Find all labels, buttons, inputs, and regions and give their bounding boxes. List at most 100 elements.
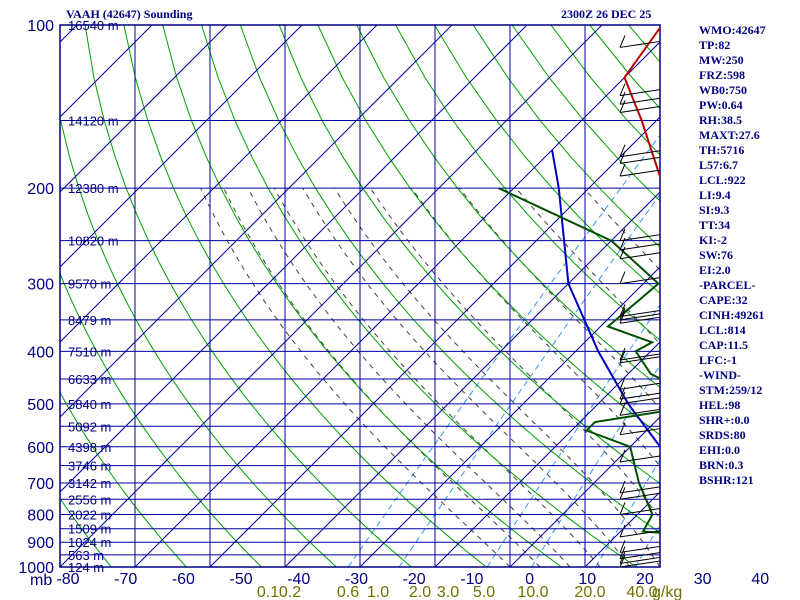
chart-title: VAAH (42647) Sounding bbox=[66, 7, 193, 21]
wind-barb-flag bbox=[619, 403, 626, 416]
wind-barb bbox=[619, 403, 661, 416]
height-labels: 16540 m 14120 m 12380 m 10820 m 9570 m 8479 m… bbox=[68, 18, 119, 575]
wind-barb-flag bbox=[619, 350, 626, 363]
wind-barb-staff bbox=[619, 105, 661, 113]
wind-barb-flag bbox=[619, 237, 626, 251]
wind-barb-staff bbox=[619, 243, 661, 251]
wind-barb-flag bbox=[619, 144, 626, 157]
stat-item: HEL:98 bbox=[699, 398, 741, 412]
pressure-tick-label: 700 bbox=[27, 476, 54, 493]
wind-barb-staff bbox=[619, 150, 661, 158]
wind-barb bbox=[619, 100, 661, 113]
wind-barb bbox=[619, 83, 661, 97]
wind-barb-flag bbox=[619, 386, 626, 400]
stat-item: EHI:0.0 bbox=[699, 443, 741, 457]
moist-adiabat bbox=[273, 187, 601, 567]
wind-barb bbox=[619, 271, 661, 285]
isotherm bbox=[434, 341, 660, 567]
moist-adiabat bbox=[459, 187, 660, 410]
wind-barb-staff bbox=[619, 545, 661, 553]
wind-barb-staff bbox=[619, 313, 661, 321]
wind-barb bbox=[619, 311, 661, 324]
temperature-tick-label: 0 bbox=[525, 571, 534, 588]
height-label: 1509 m bbox=[68, 522, 111, 537]
isotherm bbox=[60, 25, 153, 118]
wind-barb-staff bbox=[619, 455, 661, 463]
wind-barb-staff bbox=[619, 560, 661, 568]
pressure-tick-label: 400 bbox=[27, 344, 54, 361]
stat-item: RH:38.5 bbox=[699, 113, 742, 127]
mixing-ratio-label: 5.0 bbox=[473, 584, 495, 600]
wind-barb-staff bbox=[619, 156, 661, 164]
plot-border bbox=[59, 24, 661, 568]
stat-item: SRDS:80 bbox=[699, 428, 746, 442]
mixing-ratio-unit-label: g/kg bbox=[652, 584, 682, 600]
wind-barb-staff bbox=[619, 552, 661, 560]
mixing-ratio-line bbox=[347, 134, 660, 567]
stat-item: CINH:49261 bbox=[699, 308, 765, 322]
wind-barb bbox=[619, 163, 661, 177]
pressure-tick-label: 800 bbox=[27, 507, 54, 524]
sounding-profiles bbox=[498, 26, 660, 534]
temperature-tick-label: 20 bbox=[636, 571, 654, 588]
stat-item: -WIND- bbox=[699, 368, 741, 382]
wind-barb-staff bbox=[619, 316, 661, 324]
moist-adiabat bbox=[302, 187, 631, 567]
stat-item: PW:0.64 bbox=[699, 98, 743, 112]
pressure-tick-label: 200 bbox=[27, 181, 54, 198]
wind-barb bbox=[619, 246, 661, 260]
height-label: 124 m bbox=[68, 560, 104, 575]
temperature-tick-label: -20 bbox=[403, 571, 426, 588]
isotherm bbox=[0, 25, 2, 567]
isotherm bbox=[60, 25, 528, 493]
dry-adiabat bbox=[123, 25, 487, 567]
wind-barb-staff bbox=[619, 277, 661, 285]
height-label: 9570 m bbox=[68, 277, 111, 292]
stat-item: LI:9.4 bbox=[699, 188, 731, 202]
temperature-tick-label: -10 bbox=[460, 571, 483, 588]
wind-barb-flag bbox=[619, 35, 626, 48]
plot-frame bbox=[59, 24, 661, 568]
dry-adiabat bbox=[201, 25, 637, 567]
isotherm bbox=[60, 25, 378, 343]
wind-barb-staff bbox=[619, 492, 661, 500]
mixing-ratio-line bbox=[531, 364, 660, 567]
moist-adiabat bbox=[334, 187, 660, 567]
wind-barb-flag bbox=[619, 540, 626, 553]
wind-barb bbox=[619, 524, 661, 538]
pressure-tick-label: 900 bbox=[27, 535, 54, 552]
temperature-tick-label: 40 bbox=[751, 571, 769, 588]
temperature-tick-label: -60 bbox=[172, 571, 195, 588]
wind-barb bbox=[619, 487, 661, 500]
stat-item: WMO:42647 bbox=[699, 23, 766, 37]
wind-barb bbox=[619, 391, 661, 405]
dry-adiabats bbox=[60, 25, 660, 567]
height-label: 1024 m bbox=[68, 535, 111, 550]
height-label: 2556 m bbox=[68, 492, 111, 507]
mixing-ratio-label: 2.0 bbox=[409, 584, 431, 600]
wind-barb-staff bbox=[619, 234, 661, 242]
wind-barb-staff bbox=[619, 356, 661, 364]
mixing-ratio-line bbox=[398, 193, 660, 567]
height-label: 5840 m bbox=[68, 397, 111, 412]
wind-barb-staff bbox=[619, 169, 661, 177]
isotherm bbox=[60, 25, 303, 268]
stat-item: CAPE:32 bbox=[699, 293, 748, 307]
temperature-tick-label: 30 bbox=[694, 571, 712, 588]
wind-barb bbox=[619, 151, 661, 164]
wind-barb bbox=[619, 307, 661, 321]
stat-item: TT:34 bbox=[699, 218, 731, 232]
wind-barb-flag bbox=[619, 271, 626, 284]
wind-barb bbox=[619, 449, 661, 463]
pressure-tick-labels: 100 200 300 400 500 600 700 800 900 1000 bbox=[18, 18, 54, 577]
stat-item: -PARCEL- bbox=[699, 278, 756, 292]
parcel-trace bbox=[551, 149, 660, 448]
wind-barb-flag bbox=[619, 83, 626, 96]
wind-barb-staff bbox=[619, 428, 661, 436]
mixing-ratio-label: 20.0 bbox=[574, 584, 605, 600]
wind-barb bbox=[619, 92, 661, 105]
pressure-tick-label: 1000 bbox=[18, 560, 54, 577]
stat-item: LFC:-1 bbox=[699, 353, 737, 367]
